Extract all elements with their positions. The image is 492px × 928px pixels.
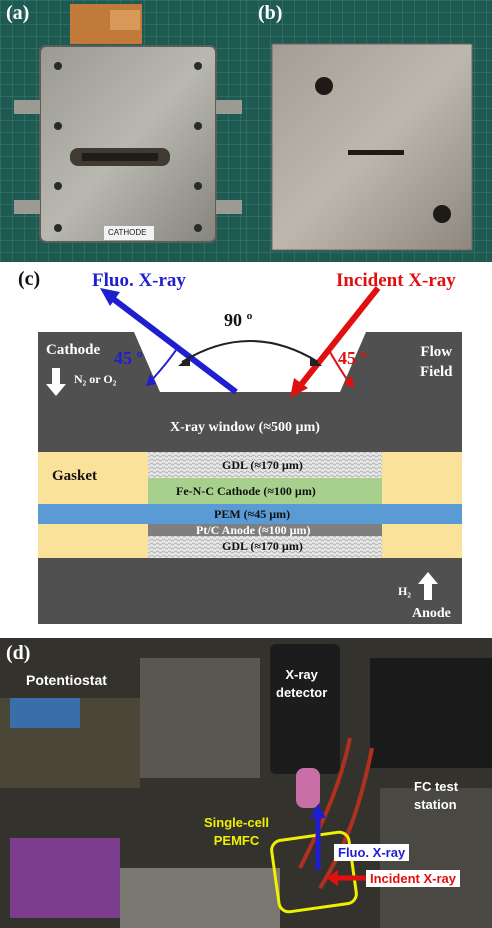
h2-label: H₂ [398,584,411,599]
angle-90-label: 90 º [224,310,252,331]
angle-45-left-label: 45 º [114,348,142,369]
anode-label: Anode [412,606,451,622]
cathode-tag-text: CATHODE [108,228,147,237]
gasket-label: Gasket [52,468,97,485]
potentiostat-label: Potentiostat [26,672,107,688]
photo-fluo-label: Fluo. X-ray [334,844,409,861]
n2-o2-label: N₂ or O₂ [74,372,116,387]
fc-station-label: FC test station [414,778,458,814]
gdl-bottom-label: GDL (≈170 µm) [222,539,303,554]
single-cell-label: Single-cell PEMFC [204,814,269,850]
panel-b-label: (b) [258,2,282,25]
angle-45-right-label: 45 º [338,348,366,369]
detector-label: X-ray detector [276,666,327,702]
photo-panel-d: (d) Potentiostat X-ray detector FC test … [0,638,492,928]
photo-panel-a: (a) CATHODE [0,0,246,262]
cathode-layer-label: Fe-N-C Cathode (≈100 µm) [176,484,316,499]
photo-incident-label: Incident X-ray [366,870,460,887]
flow-field-label: Flow Field [420,342,453,382]
fluo-xray-label: Fluo. X-ray [92,270,186,292]
cathode-plate-photo [0,0,246,262]
panel-a-label: (a) [6,2,29,25]
gdl-top-label: GDL (≈170 µm) [222,458,303,473]
schematic-panel-c: (c) Fluo. X-ray Incident X-ray 90 º 45 º… [0,262,492,630]
panel-c-label: (c) [18,268,40,291]
angle-45-left-arc [150,350,176,382]
photo-panel-b: (b) [246,0,492,262]
angle-90-arc [182,341,318,362]
pem-label: PEM (≈45 µm) [214,507,290,522]
incident-xray-label: Incident X-ray [336,270,456,292]
cathode-label: Cathode [46,342,100,359]
anode-layer-label: Pt/C Anode (≈100 µm) [196,523,311,538]
xray-window-label: X-ray window (≈500 µm) [170,420,320,436]
anode-plate-photo [246,0,492,262]
panel-d-label: (d) [6,642,30,665]
